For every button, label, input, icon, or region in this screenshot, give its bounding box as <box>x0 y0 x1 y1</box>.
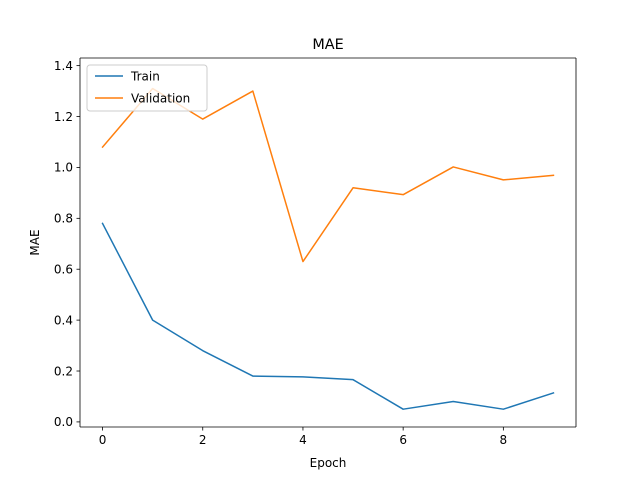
x-tick-label: 8 <box>500 433 508 447</box>
legend-label-train: Train <box>130 69 160 83</box>
y-tick-label: 1.0 <box>54 161 73 175</box>
y-tick-label: 0.6 <box>54 263 73 277</box>
y-tick-label: 0.2 <box>54 364 73 378</box>
legend-label-validation: Validation <box>131 91 190 105</box>
x-tick-label: 6 <box>399 433 407 447</box>
x-tick-label: 4 <box>299 433 307 447</box>
x-tick-label: 2 <box>199 433 207 447</box>
y-tick-label: 1.2 <box>54 110 73 124</box>
y-tick-label: 0.8 <box>54 212 73 226</box>
series-line-train <box>101 222 555 410</box>
chart-title: MAE <box>312 37 343 53</box>
x-tick-label: 0 <box>99 433 107 447</box>
legend: Train Validation <box>86 64 208 112</box>
axes: 0 2 4 6 8 0.0 0.2 0.4 0.6 0.8 1.0 1.2 1.4 <box>54 57 577 447</box>
x-axis-label: Epoch <box>310 456 347 470</box>
y-tick-label: 0.0 <box>54 415 73 429</box>
y-tick-label: 1.4 <box>54 59 73 73</box>
y-axis-label: MAE <box>28 229 42 255</box>
y-tick-label: 0.4 <box>54 313 73 327</box>
